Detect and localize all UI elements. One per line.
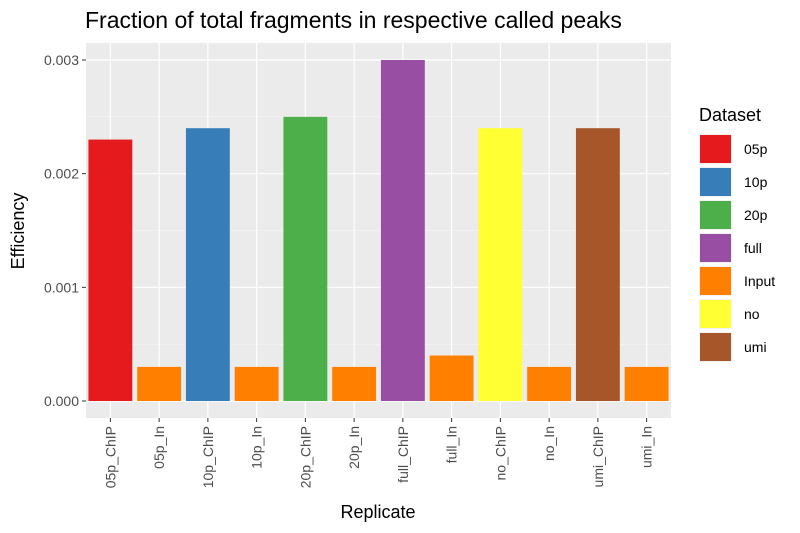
legend-key: [700, 300, 731, 328]
legend-label: 20p: [744, 207, 768, 223]
x-tick-label: no_In: [541, 426, 557, 461]
legend-key: [700, 201, 731, 229]
bar: [380, 60, 425, 401]
legend-label: Input: [744, 273, 775, 289]
x-tick-label: umi_ChIP: [590, 426, 606, 487]
x-axis-title: Replicate: [340, 502, 415, 522]
bar: [575, 128, 620, 401]
legend-title: Dataset: [699, 105, 761, 125]
x-tick-label: full_ChIP: [395, 426, 411, 483]
x-tick-label: umi_In: [639, 426, 655, 468]
y-tick-label: 0.002: [44, 166, 79, 182]
x-tick-label: 05p_ChIP: [102, 426, 118, 488]
x-tick-label: 10p_In: [249, 426, 265, 469]
x-tick-label: 20p_In: [346, 426, 362, 469]
x-tick-label: full_In: [444, 426, 460, 463]
x-tick-label: 20p_ChIP: [297, 426, 313, 488]
bar: [137, 366, 182, 401]
bar: [624, 366, 669, 401]
bar: [527, 366, 572, 401]
bar: [234, 366, 279, 401]
bar: [88, 139, 133, 402]
y-tick-label: 0.000: [44, 393, 79, 409]
legend-key: [700, 333, 731, 361]
legend-key: [700, 168, 731, 196]
legend-key: [700, 267, 731, 295]
legend-label: full: [744, 240, 762, 256]
bar: [429, 355, 474, 401]
x-tick-label: 05p_In: [151, 426, 167, 469]
plot-panel: [86, 43, 671, 418]
y-tick-label: 0.001: [44, 279, 79, 295]
legend-label: 10p: [744, 174, 768, 190]
y-axis-title: Efficiency: [8, 193, 28, 270]
x-axis: 05p_ChIP 05p_In 10p_ChIP 10p_In 20p_ChIP 20p_…: [102, 418, 655, 488]
y-tick-label: 0.003: [44, 52, 79, 68]
bar: [283, 116, 328, 401]
legend-key: [700, 135, 731, 163]
legend-label: umi: [744, 339, 767, 355]
bar: [478, 128, 523, 401]
x-tick-label: no_ChIP: [492, 426, 508, 480]
bar: [332, 366, 377, 401]
legend-label: 05p: [744, 141, 768, 157]
chart-title: Fraction of total fragments in respectiv…: [85, 7, 622, 33]
legend-label: no: [744, 306, 760, 322]
bar: [185, 128, 230, 401]
legend-key: [700, 234, 731, 262]
y-axis: 0.000 0.001 0.002 0.003: [44, 52, 86, 409]
x-tick-label: 10p_ChIP: [200, 426, 216, 488]
legend: Dataset 05p 10p 20p full Input no umi: [699, 105, 775, 362]
